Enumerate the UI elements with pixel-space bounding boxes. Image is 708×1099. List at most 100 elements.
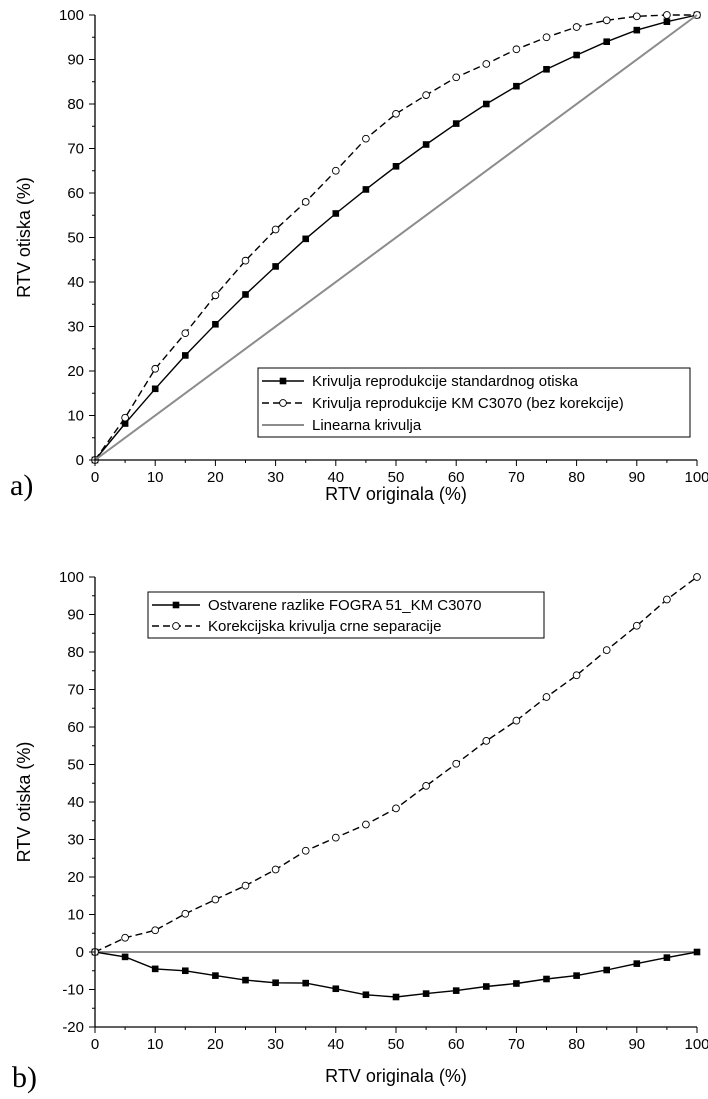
y-tick-label: 10 xyxy=(67,408,84,425)
data-point-s1-13 xyxy=(482,60,491,68)
data-point-s1-14 xyxy=(512,716,521,725)
x-tick-label: 30 xyxy=(267,469,284,486)
x-tick-label: 0 xyxy=(91,469,99,486)
chart-panel-a: a) 0 10 20 30 40 50 60 70 80 90 100 0 10 20 30 40 50 60 70… xyxy=(10,7,708,504)
x-tick-label: 60 xyxy=(448,469,465,486)
data-point-s1-15 xyxy=(542,33,551,42)
data-point-s1-2 xyxy=(151,364,160,373)
y-tick-label: 90 xyxy=(67,52,84,69)
data-point-s1-14 xyxy=(512,45,521,54)
y-tick-label: 0 xyxy=(76,944,84,961)
data-point-s0-14 xyxy=(513,980,520,987)
legend-swatch-marker-0 xyxy=(172,601,180,609)
data-point-s0-8 xyxy=(332,985,340,993)
x-tick-label: 80 xyxy=(568,1036,585,1053)
x-axis-title: RTV originala (%) xyxy=(325,1066,467,1086)
data-point-s1-5 xyxy=(241,256,250,265)
data-point-s1-4 xyxy=(211,895,220,904)
data-point-s1-4 xyxy=(211,291,220,300)
data-point-s1-7 xyxy=(301,846,310,855)
data-point-s1-10 xyxy=(392,804,400,813)
data-point-s0-20 xyxy=(693,948,701,956)
data-point-s0-18 xyxy=(633,26,641,34)
data-point-s0-19 xyxy=(663,954,671,961)
data-point-s1-16 xyxy=(572,671,581,680)
data-point-s1-17 xyxy=(602,16,611,25)
y-tick-label: -20 xyxy=(62,1019,84,1036)
data-point-s1-13 xyxy=(482,737,491,745)
data-point-s0-5 xyxy=(242,291,249,298)
chart-panel-b: b) 0 10 20 30 40 50 60 70 80 90 100 -20 -10 0 10 20 30 40… xyxy=(12,569,708,1094)
data-point-s0-19 xyxy=(663,18,671,25)
series-line-0 xyxy=(94,951,698,998)
data-point-s1-15 xyxy=(542,693,551,701)
data-point-s0-11 xyxy=(422,141,430,148)
x-tick-label: 50 xyxy=(388,1036,405,1053)
y-tick-label: 40 xyxy=(67,794,84,811)
data-point-s0-17 xyxy=(603,966,610,974)
data-point-s0-7 xyxy=(302,979,309,987)
data-point-s1-10 xyxy=(392,109,400,118)
data-point-s0-1 xyxy=(121,420,129,427)
x-tick-label: 10 xyxy=(147,1036,164,1053)
y-tick-label: 20 xyxy=(67,363,84,380)
data-point-s0-15 xyxy=(543,975,550,983)
x-tick-label: 20 xyxy=(207,469,224,486)
legend-swatch-marker-1 xyxy=(279,399,287,407)
data-point-s0-12 xyxy=(452,120,460,127)
y-tick-label: 30 xyxy=(67,832,84,849)
data-point-s0-9 xyxy=(362,991,370,999)
data-point-s0-4 xyxy=(212,972,219,979)
data-point-s1-7 xyxy=(301,198,310,206)
data-point-s1-3 xyxy=(181,329,190,338)
data-point-s1-9 xyxy=(362,820,370,829)
data-point-s0-6 xyxy=(272,263,279,270)
data-point-s1-20 xyxy=(693,573,701,581)
data-point-s0-16 xyxy=(573,51,580,59)
y-tick-label: -10 xyxy=(62,982,84,999)
y-tick-label: 40 xyxy=(67,274,84,291)
data-point-s0-5 xyxy=(242,976,249,984)
data-point-s1-11 xyxy=(422,91,430,99)
data-point-s0-7 xyxy=(302,235,309,243)
data-point-s1-18 xyxy=(632,12,641,21)
y-tick-label: 50 xyxy=(67,757,84,774)
data-point-s0-10 xyxy=(392,993,400,1001)
x-axis-title: RTV originala (%) xyxy=(325,484,467,504)
data-point-s1-19 xyxy=(663,11,671,19)
data-point-s0-17 xyxy=(603,38,610,45)
legend-label-2: Linearna krivulja xyxy=(312,417,422,434)
data-point-s1-6 xyxy=(271,225,280,234)
y-tick-label: 70 xyxy=(67,682,84,699)
x-tick-label: 70 xyxy=(508,469,525,486)
data-point-s0-8 xyxy=(332,210,340,217)
x-tick-label: 40 xyxy=(327,469,344,486)
legend-box xyxy=(147,591,545,639)
legend-label-1: Krivulja reprodukcije KM C3070 (bez kore… xyxy=(312,395,624,412)
y-tick-label: 90 xyxy=(67,607,84,624)
series-line-1 xyxy=(94,14,697,461)
x-tick-label: 90 xyxy=(628,469,645,486)
panel-label-a: a) xyxy=(10,469,33,502)
data-point-s1-11 xyxy=(422,782,430,790)
data-point-s1-2 xyxy=(151,926,160,935)
data-point-s1-19 xyxy=(663,595,671,604)
data-point-s0-10 xyxy=(392,163,400,170)
data-point-s0-15 xyxy=(543,65,550,73)
data-point-s1-12 xyxy=(452,73,461,82)
y-axis-title: RTV otiska (%) xyxy=(14,177,34,298)
data-point-s0-2 xyxy=(151,385,159,393)
x-tick-label: 50 xyxy=(388,469,405,486)
data-point-s0-4 xyxy=(212,320,219,328)
data-point-s1-9 xyxy=(362,134,370,143)
x-tick-label: 10 xyxy=(147,469,164,486)
data-point-s0-9 xyxy=(362,186,370,193)
data-point-s1-8 xyxy=(331,166,340,175)
panel-label-b: b) xyxy=(12,1061,37,1094)
y-tick-label: 80 xyxy=(67,96,84,113)
x-tick-label: 100 xyxy=(684,1036,708,1053)
x-tick-label: 30 xyxy=(267,1036,284,1053)
y-tick-label: 60 xyxy=(67,185,84,202)
data-point-s1-5 xyxy=(241,881,250,890)
data-point-s1-18 xyxy=(632,621,641,630)
